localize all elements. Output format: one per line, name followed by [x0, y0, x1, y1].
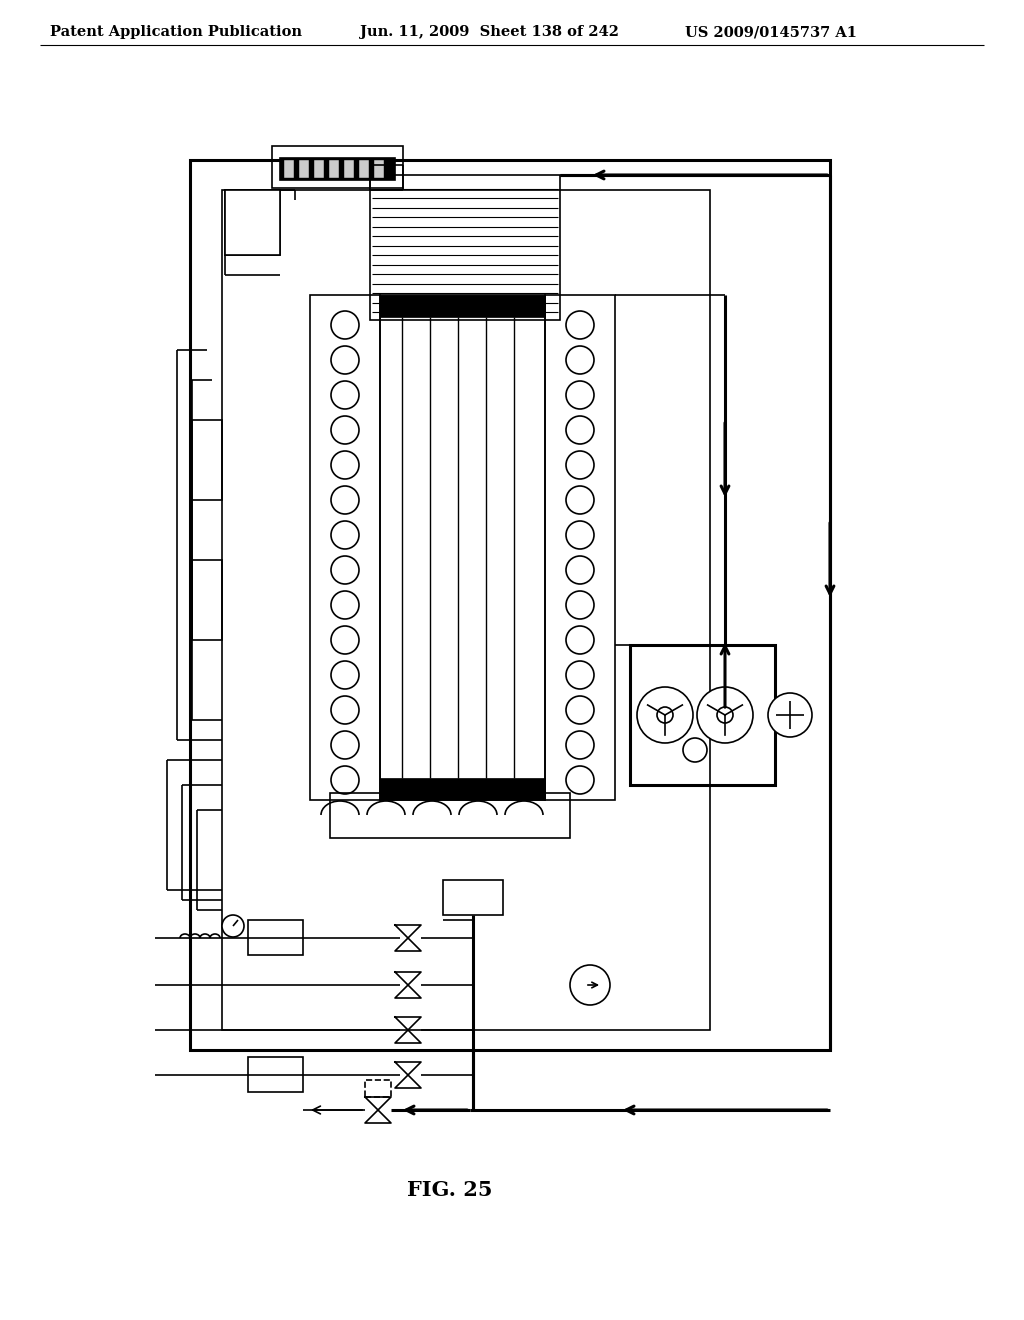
Circle shape: [768, 693, 812, 737]
Circle shape: [331, 486, 359, 513]
Bar: [299, 160, 309, 178]
Circle shape: [331, 591, 359, 619]
Circle shape: [566, 381, 594, 409]
Circle shape: [331, 696, 359, 723]
Circle shape: [331, 766, 359, 795]
Bar: [344, 160, 354, 178]
Bar: [365, 1080, 391, 1097]
Bar: [225, 190, 280, 255]
Bar: [225, 190, 280, 255]
Circle shape: [331, 626, 359, 653]
Bar: [225, 190, 280, 255]
Bar: [330, 793, 570, 838]
Circle shape: [566, 696, 594, 723]
Circle shape: [566, 661, 594, 689]
Circle shape: [331, 312, 359, 339]
Circle shape: [566, 312, 594, 339]
Bar: [380, 294, 545, 800]
Circle shape: [566, 766, 594, 795]
Bar: [545, 294, 615, 800]
Bar: [374, 160, 384, 178]
Bar: [193, 560, 222, 640]
Bar: [193, 420, 222, 500]
Bar: [380, 777, 545, 800]
Bar: [370, 176, 560, 319]
Circle shape: [566, 346, 594, 374]
Bar: [310, 294, 380, 800]
Bar: [222, 190, 710, 1030]
Bar: [284, 160, 294, 178]
Circle shape: [566, 521, 594, 549]
Bar: [380, 294, 545, 317]
Circle shape: [566, 556, 594, 583]
Bar: [280, 158, 395, 180]
Bar: [359, 160, 369, 178]
Circle shape: [566, 731, 594, 759]
Text: Jun. 11, 2009  Sheet 138 of 242: Jun. 11, 2009 Sheet 138 of 242: [360, 25, 618, 40]
Bar: [314, 160, 324, 178]
Circle shape: [331, 731, 359, 759]
Text: FIG. 25: FIG. 25: [408, 1180, 493, 1200]
Circle shape: [566, 416, 594, 444]
Bar: [443, 880, 503, 915]
Circle shape: [331, 381, 359, 409]
Circle shape: [683, 738, 707, 762]
Circle shape: [566, 626, 594, 653]
Bar: [272, 147, 403, 187]
Circle shape: [222, 915, 244, 937]
Circle shape: [697, 686, 753, 743]
Text: US 2009/0145737 A1: US 2009/0145737 A1: [685, 25, 857, 40]
Circle shape: [331, 416, 359, 444]
Circle shape: [331, 521, 359, 549]
Circle shape: [566, 451, 594, 479]
Circle shape: [331, 346, 359, 374]
Circle shape: [566, 591, 594, 619]
Circle shape: [717, 708, 733, 723]
Bar: [190, 160, 830, 1049]
Circle shape: [331, 451, 359, 479]
Bar: [248, 920, 303, 954]
Circle shape: [566, 486, 594, 513]
Bar: [329, 160, 339, 178]
Circle shape: [657, 708, 673, 723]
Circle shape: [637, 686, 693, 743]
Bar: [248, 1057, 303, 1092]
Text: Patent Application Publication: Patent Application Publication: [50, 25, 302, 40]
Circle shape: [331, 661, 359, 689]
Bar: [630, 645, 775, 785]
Circle shape: [570, 965, 610, 1005]
Circle shape: [331, 556, 359, 583]
